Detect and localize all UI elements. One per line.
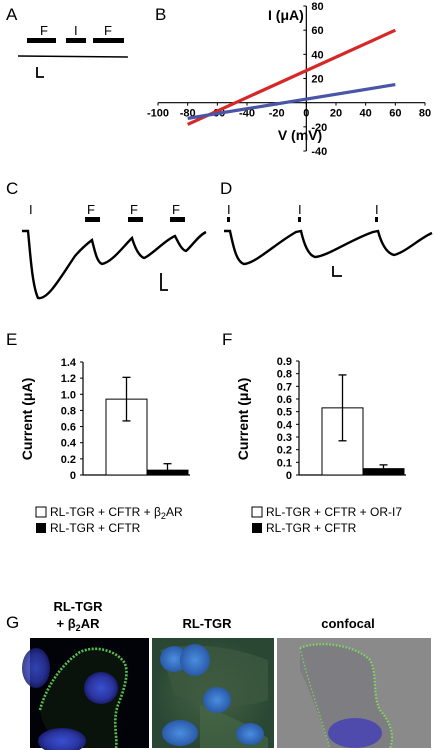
b-x-tick-label: -100 xyxy=(147,108,169,120)
panel-label-f: F xyxy=(222,330,232,349)
panel-label-e: E xyxy=(6,330,17,349)
f-y-tick-label: 0.1 xyxy=(277,457,292,469)
e-legend-label-2: RL-TGR + CFTR xyxy=(50,521,141,535)
panel-f: F 00.10.20.30.40.50.60.70.80.9 Current (… xyxy=(222,330,406,535)
micrograph-confocal xyxy=(277,638,431,749)
panel-label-g: G xyxy=(6,613,19,632)
f-legend-swatch-filled xyxy=(252,523,262,533)
c-stimulus-label-f2: F xyxy=(130,202,138,217)
g-label-1-line2: + β2AR xyxy=(57,616,101,633)
f-y-tick-label: 0 xyxy=(286,470,292,482)
scale-bar-d xyxy=(332,266,342,277)
scale-bar-a xyxy=(36,67,44,78)
b-y-tick-label: -40 xyxy=(311,146,327,158)
g-label-3: confocal xyxy=(321,616,374,631)
e-y-tick-label: 1.2 xyxy=(61,373,76,385)
e-y-tick-label: 0.6 xyxy=(61,422,76,434)
b-x-tick-label: -20 xyxy=(269,108,285,120)
panel-label-c: C xyxy=(6,179,18,198)
panel-c: C I F F F xyxy=(6,179,207,300)
e-legend-swatch-open xyxy=(35,506,47,518)
b-y-tick-label: -20 xyxy=(311,122,327,134)
b-x-tick-label: 20 xyxy=(330,108,342,120)
d-stimulus-bar-i1 xyxy=(227,217,230,222)
e-y-tick-label: 0.4 xyxy=(61,438,77,450)
stimulus-label-i: I xyxy=(74,23,78,38)
f-y-tick-label: 0.6 xyxy=(277,394,292,406)
b-x-tick-label: 40 xyxy=(360,108,372,120)
c-stimulus-bar-f1 xyxy=(85,217,100,222)
panel-label-d: D xyxy=(220,179,232,198)
b-x-tick-label: 0 xyxy=(303,108,309,120)
stimulus-bar-f1 xyxy=(27,38,56,43)
e-y-tick-label: 1.4 xyxy=(61,357,77,369)
d-stimulus-label-i2: I xyxy=(298,202,302,217)
f-legend-swatch-open xyxy=(251,506,263,518)
f-y-tick-label: 0.2 xyxy=(277,445,292,457)
g-label-1-line1: RL-TGR xyxy=(53,599,103,614)
e-y-axis-label: Current (μA) xyxy=(19,378,35,460)
e-y-tick-label: 0 xyxy=(70,470,76,482)
c-stimulus-label-i: I xyxy=(29,202,33,217)
b-x-tick-label: 80 xyxy=(419,108,431,120)
stimulus-label-f1: F xyxy=(40,23,48,38)
e-legend-swatch-filled xyxy=(36,523,46,533)
panel-b: B -100 -80 -60 -40 -20 0 20 40 60 80 -40-20204060… xyxy=(147,1,431,158)
f-y-tick-label: 0.9 xyxy=(277,356,292,368)
c-stimulus-label-f3: F xyxy=(172,202,180,217)
f-y-tick-label: 0.3 xyxy=(277,432,292,444)
f-y-tick-label: 0.5 xyxy=(277,407,292,419)
panel-label-b: B xyxy=(155,5,166,24)
e-legend-label-1: RL-TGR + CFTR + β2AR xyxy=(50,505,183,521)
iv-series-blue xyxy=(187,82,396,120)
panel-a: A F I F xyxy=(6,5,129,78)
current-trace-c xyxy=(22,229,207,300)
b-y-tick-label: 40 xyxy=(311,49,323,61)
f-legend-label-2: RL-TGR + CFTR xyxy=(266,521,357,535)
panel-e: E 0 0.2 0.4 0.6 0.8 1.0 1.2 1.4 Current (μA) RL… xyxy=(6,330,190,535)
micrograph-rl-tgr-b2ar xyxy=(22,638,149,750)
c-stimulus-bar-f2 xyxy=(128,217,143,222)
b-x-axis-label: V (mV) xyxy=(278,127,322,143)
scale-bar-c xyxy=(160,273,168,291)
stimulus-label-f2: F xyxy=(104,23,112,38)
f-y-tick-label: 0.8 xyxy=(277,369,292,381)
stimulus-bar-f2 xyxy=(93,38,124,43)
iv-series-red xyxy=(187,28,396,126)
d-stimulus-label-i3: I xyxy=(375,202,379,217)
b-y-tick-label: 60 xyxy=(311,25,323,37)
current-trace-a xyxy=(17,55,129,58)
b-y-axis-label: I (μA) xyxy=(268,7,304,23)
d-stimulus-bar-i2 xyxy=(298,217,301,222)
stimulus-bar-i xyxy=(66,38,86,43)
g-label-2: RL-TGR xyxy=(182,616,232,631)
e-y-tick-label: 0.2 xyxy=(61,454,76,466)
f-y-tick-label: 0.7 xyxy=(277,381,292,393)
panel-g: G RL-TGR + β2AR RL-TGR confocal xyxy=(6,599,431,750)
micrograph-rl-tgr xyxy=(152,638,274,748)
f-y-tick-label: 0.4 xyxy=(277,419,293,431)
e-y-tick-label: 1.0 xyxy=(61,389,76,401)
f-y-axis-label: Current (μA) xyxy=(235,378,251,460)
c-stimulus-label-f1: F xyxy=(87,202,95,217)
current-trace-d xyxy=(224,229,433,266)
panel-d: D I I I xyxy=(220,179,433,277)
e-y-tick-label: 0.8 xyxy=(61,405,76,417)
b-y-tick-label: 80 xyxy=(311,1,323,13)
d-stimulus-label-i1: I xyxy=(227,202,231,217)
d-stimulus-bar-i3 xyxy=(375,217,378,222)
panel-label-a: A xyxy=(6,5,18,24)
c-stimulus-bar-f3 xyxy=(170,217,185,222)
b-y-tick-label: 20 xyxy=(311,74,323,86)
b-x-tick-label: 60 xyxy=(389,108,401,120)
f-legend-label-1: RL-TGR + CFTR + OR-I7 xyxy=(266,505,402,519)
